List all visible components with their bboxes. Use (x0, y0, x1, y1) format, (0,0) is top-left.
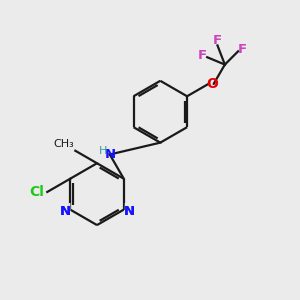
Text: N: N (59, 205, 70, 218)
Text: O: O (206, 77, 218, 91)
Text: F: F (213, 34, 222, 47)
Text: N: N (122, 202, 136, 220)
Text: N: N (58, 202, 71, 220)
Text: F: F (238, 44, 248, 56)
Text: N: N (124, 205, 135, 218)
Text: N: N (105, 148, 116, 161)
Text: N: N (124, 205, 135, 218)
Text: Cl: Cl (29, 185, 44, 199)
Text: F: F (198, 49, 207, 62)
Text: CH₃: CH₃ (53, 139, 74, 149)
Text: H: H (99, 146, 107, 156)
Text: N: N (59, 205, 70, 218)
